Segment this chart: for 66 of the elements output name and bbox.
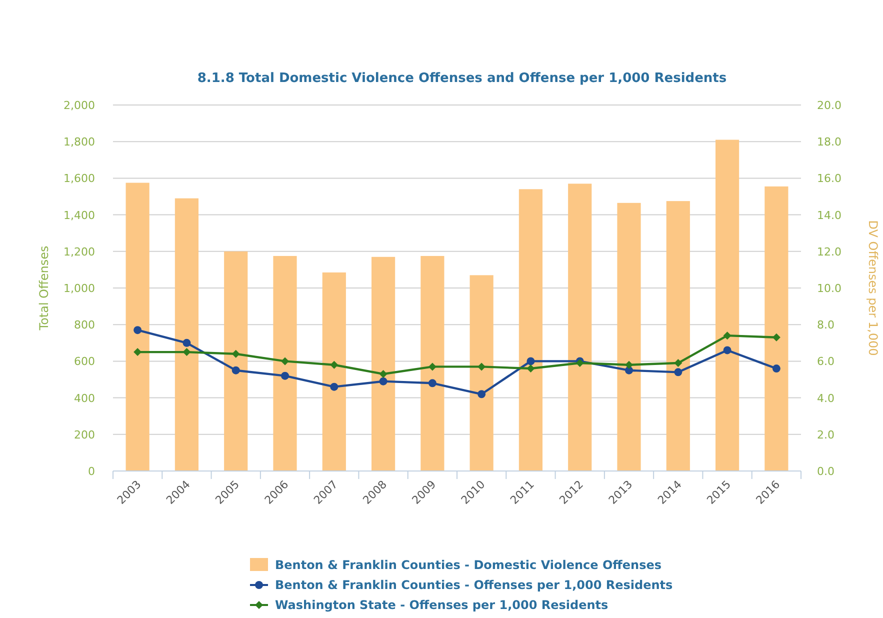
point bbox=[478, 362, 486, 371]
bar bbox=[126, 182, 150, 471]
y2-tick-label: 18.0 bbox=[817, 136, 842, 149]
point bbox=[674, 359, 682, 368]
point bbox=[526, 364, 535, 373]
bar bbox=[666, 201, 690, 471]
bar bbox=[420, 256, 444, 471]
chart-title: 8.1.8 Total Domestic Violence Offenses and Offense per 1,000 Residents bbox=[197, 71, 727, 86]
y2-tick-label: 6.0 bbox=[817, 355, 834, 368]
y2-tick-label: 12.0 bbox=[817, 245, 842, 258]
point bbox=[232, 366, 240, 374]
point bbox=[281, 357, 289, 366]
y2-tick-label: 10.0 bbox=[817, 282, 842, 295]
point bbox=[182, 348, 191, 356]
point bbox=[723, 346, 732, 354]
y-axis-title: Total Offenses bbox=[37, 246, 51, 332]
y-tick-label: 400 bbox=[74, 392, 95, 405]
y-tick-label: 200 bbox=[74, 428, 95, 442]
y2-tick-label: 0.0 bbox=[817, 465, 834, 478]
y-tick-label: 1,000 bbox=[64, 282, 95, 295]
y-tick-label: 1,600 bbox=[64, 172, 95, 186]
point bbox=[232, 350, 240, 358]
y-tick-label: 800 bbox=[74, 318, 95, 332]
bar bbox=[715, 140, 740, 471]
y2-tick-label: 14.0 bbox=[817, 208, 842, 222]
bar bbox=[518, 189, 543, 471]
legend-label: Benton & Franklin Counties - Domestic Violence Offenses bbox=[275, 558, 662, 572]
point bbox=[674, 368, 682, 376]
bar bbox=[322, 272, 346, 471]
bar bbox=[617, 202, 641, 471]
point bbox=[772, 364, 780, 373]
y2-axis-title: DV Offenses per 1,000 bbox=[866, 220, 880, 356]
point bbox=[526, 357, 535, 366]
y2-tick-label: 8.0 bbox=[817, 318, 834, 332]
bar bbox=[764, 186, 788, 471]
point bbox=[281, 372, 289, 380]
point bbox=[428, 362, 436, 371]
bar bbox=[371, 256, 396, 471]
point bbox=[625, 360, 633, 369]
point bbox=[478, 390, 486, 398]
legend-label: Washington State - Offenses per 1,000 Residents bbox=[275, 598, 608, 612]
y-tick-label: 1,400 bbox=[64, 208, 95, 222]
y-tick-label: 2,000 bbox=[64, 99, 95, 112]
point bbox=[330, 382, 338, 391]
point bbox=[723, 332, 732, 340]
bar bbox=[470, 275, 494, 471]
y2-tick-label: 16.0 bbox=[817, 172, 842, 186]
point bbox=[330, 360, 338, 369]
point bbox=[772, 333, 780, 342]
point bbox=[379, 370, 388, 378]
y2-tick-label: 4.0 bbox=[817, 392, 834, 405]
bar bbox=[174, 198, 199, 471]
point bbox=[182, 338, 191, 347]
bar bbox=[273, 256, 297, 471]
y2-tick-label: 2.0 bbox=[817, 428, 834, 442]
y2-tick-label: 20.0 bbox=[817, 99, 842, 112]
y-tick-label: 1,200 bbox=[64, 245, 95, 258]
bar bbox=[568, 184, 592, 471]
bar bbox=[224, 251, 248, 471]
point bbox=[134, 326, 142, 334]
y-tick-label: 600 bbox=[74, 355, 95, 368]
legend-label: Benton & Franklin Counties - Offenses per 1,000 Residents bbox=[275, 578, 673, 592]
point bbox=[428, 379, 436, 388]
point bbox=[379, 377, 388, 386]
y-tick-label: 1,800 bbox=[64, 136, 95, 149]
y-tick-label: 0 bbox=[88, 465, 95, 478]
